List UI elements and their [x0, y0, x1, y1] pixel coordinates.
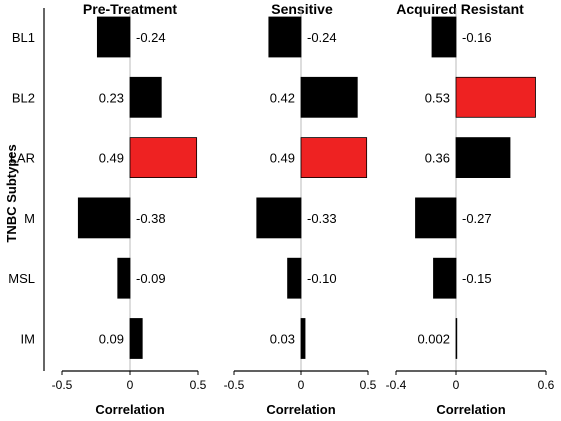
panel-2-tick-label-1: 0 [298, 378, 305, 392]
panel-1-data-label-lar: 0.49 [99, 151, 124, 166]
panel-2-data-label-im: 0.03 [270, 332, 295, 347]
category-label-m: M [24, 211, 35, 226]
panel-1-data-label-bl1: -0.24 [136, 30, 166, 45]
panel-3-data-label-msl: -0.15 [462, 271, 492, 286]
panel-2-bar-msl [287, 257, 302, 299]
panel-2-tick-label-0: -0.5 [224, 378, 245, 392]
panel-2-bar-bl2 [300, 76, 358, 118]
category-label-bl2: BL2 [12, 90, 35, 105]
panel-2-bar-im [300, 318, 306, 359]
panel-2-data-label-lar: 0.49 [270, 151, 295, 166]
panel-3-tick-label-2: 0.6 [538, 378, 555, 392]
panel-1-tick-label-2: 0.5 [190, 378, 207, 392]
panel-3-bar-lar [455, 137, 511, 179]
panel-2-title: Sensitive [271, 1, 333, 17]
panel-1-bar-bl2 [129, 76, 162, 118]
panel-1-tick-label-0: -0.5 [52, 378, 73, 392]
panel-3-data-label-m: -0.27 [462, 211, 492, 226]
panel-1-bar-m [77, 197, 131, 239]
panel-2-data-label-bl1: -0.24 [307, 30, 337, 45]
panel-2-data-label-bl2: 0.42 [270, 90, 295, 105]
panel-1-tick-label-1: 0 [127, 378, 134, 392]
category-label-im: IM [21, 332, 35, 347]
panel-3-bar-bl1 [431, 16, 457, 58]
category-label-msl: MSL [8, 271, 35, 286]
category-label-lar: LAR [10, 151, 35, 166]
category-label-bl1: BL1 [12, 30, 35, 45]
panel-3-bar-im [455, 318, 458, 359]
panel-1-bar-lar [129, 137, 198, 179]
panel-3-bar-bl2 [455, 76, 536, 118]
panel-1-data-label-bl2: 0.23 [99, 90, 124, 105]
panel-1-data-label-m: -0.38 [136, 211, 166, 226]
y-axis-title: TNBC Subtypes [4, 144, 19, 242]
panel-2-data-label-m: -0.33 [307, 211, 337, 226]
panel-3-tick-label-0: -0.4 [386, 378, 407, 392]
panel-3-bar-m [415, 197, 457, 239]
panel-1-bar-msl [117, 257, 131, 299]
panel-1-data-label-msl: -0.09 [136, 271, 166, 286]
panel-1-x-label: Correlation [95, 402, 164, 417]
panel-3-bar-msl [433, 257, 457, 299]
panel-3-tick-label-1: 0 [453, 378, 460, 392]
panel-3-title: Acquired Resistant [396, 1, 524, 17]
panel-3-data-label-bl2: 0.53 [425, 90, 450, 105]
panel-3-data-label-bl1: -0.16 [462, 30, 492, 45]
panel-1-data-label-im: 0.09 [99, 332, 124, 347]
panel-1-bar-bl1 [96, 16, 131, 58]
panel-3-data-label-im: 0.002 [417, 332, 450, 347]
panel-3-x-label: Correlation [436, 402, 505, 417]
panel-2-bar-m [256, 197, 302, 239]
panel-2-bar-bl1 [268, 16, 302, 58]
panel-2-data-label-msl: -0.10 [307, 271, 337, 286]
panel-2-tick-label-2: 0.5 [360, 378, 377, 392]
panel-3-data-label-lar: 0.36 [425, 151, 450, 166]
panel-2-x-label: Correlation [266, 402, 335, 417]
panel-1-bar-im [129, 318, 143, 359]
panel-2-bar-lar [300, 137, 368, 179]
